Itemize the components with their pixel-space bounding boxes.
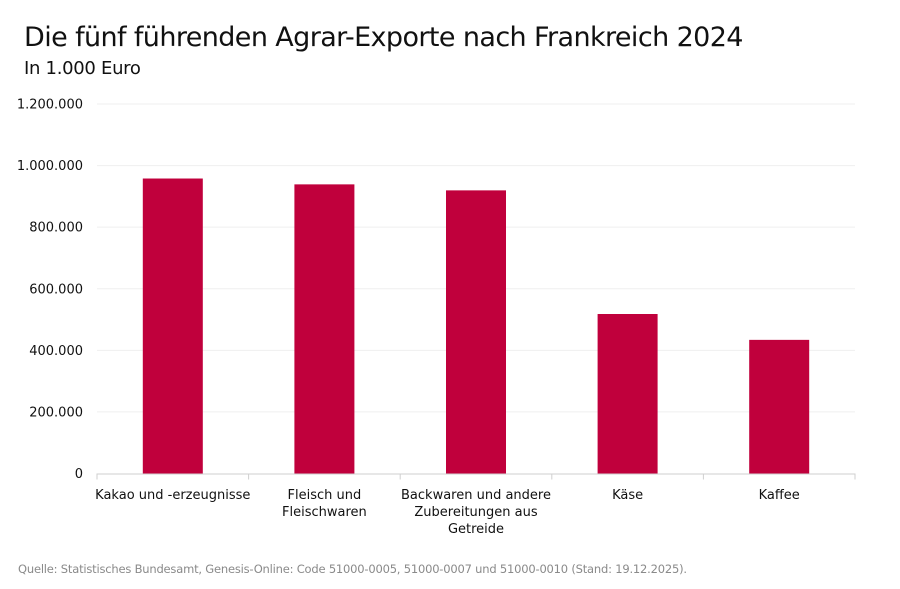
x-category-label: Backwaren und andere Zubereitungen aus Get… [401, 488, 551, 537]
y-tick-label: 800.000 [29, 221, 83, 236]
bar [142, 178, 203, 474]
y-tick-label: 1.000.000 [17, 159, 83, 174]
y-tick-label: 200.000 [29, 405, 83, 420]
source-note: Quelle: Statistisches Bundesamt, Genesis… [18, 562, 687, 576]
bar [294, 184, 355, 474]
x-category-label: Kaffee [759, 488, 800, 503]
bar [749, 339, 810, 474]
x-category-label: Fleisch und Fleischwaren [282, 488, 367, 520]
y-tick-label: 400.000 [29, 344, 83, 359]
y-tick-label: 0 [75, 467, 83, 482]
chart-title: Die fünf führenden Agrar-Exporte nach Fr… [24, 22, 743, 53]
y-tick-label: 1.200.000 [17, 98, 83, 113]
y-tick-label: 600.000 [29, 282, 83, 297]
bar [446, 190, 506, 474]
bar [597, 313, 658, 474]
chart-subtitle: In 1.000 Euro [24, 58, 141, 79]
x-category-label: Kakao und -erzeugnisse [95, 488, 250, 503]
x-category-label: Käse [612, 488, 643, 503]
